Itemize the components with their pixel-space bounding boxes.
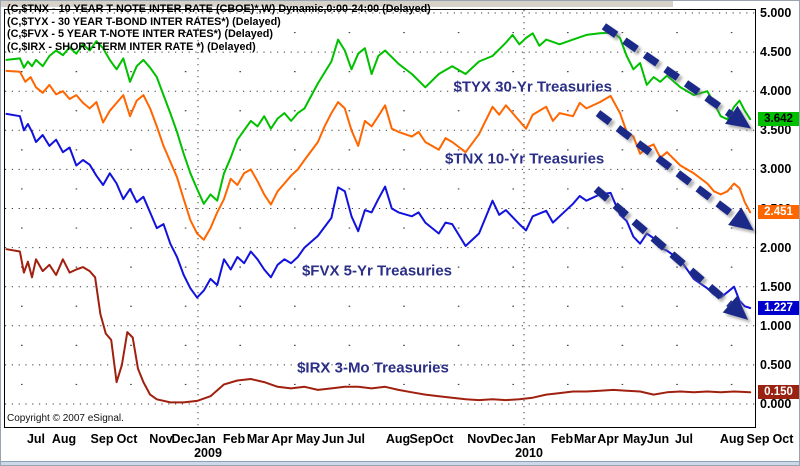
x-axis-month-label: Mar	[246, 432, 270, 446]
x-axis-month-label: Dec	[490, 432, 514, 446]
y-axis-label: 3.500	[760, 123, 792, 138]
legend-line-irx: (C,$IRX - SHORT-TERM INTER RATE *) (Dela…	[7, 40, 256, 53]
series-label-irx: $IRX 3-Mo Treasuries	[297, 359, 449, 377]
series-line-tnx	[5, 69, 752, 241]
series-line-irx	[5, 248, 752, 404]
legend-line-fvx: (C,$FVX - 5 YEAR T-NOTE INTER RATES*) (D…	[7, 28, 273, 41]
x-axis-month-label: Feb	[222, 432, 246, 446]
last-price-badge: 2.451	[758, 205, 799, 220]
copyright-text: Copyright © 2007 eSignal.	[7, 413, 124, 424]
y-axis-label: 2.000	[760, 240, 792, 255]
x-axis-month-label: Sep	[409, 432, 433, 446]
x-axis-month-label: Jul	[26, 432, 46, 446]
x-axis-month-label: Nov	[467, 432, 491, 446]
y-axis-label: 0.000	[760, 397, 792, 411]
x-axis-month-label: Sep	[90, 432, 114, 446]
x-axis-year-label: 2009	[194, 446, 222, 460]
x-axis-month-label: Apr	[597, 432, 619, 446]
y-axis-label: 4.500	[760, 45, 792, 60]
x-axis-month-label: Jun	[646, 432, 670, 446]
plot-border	[4, 9, 756, 428]
x-axis-month-label: Jan	[194, 432, 216, 446]
legend-line-tnx: (C,$TNX - 10 YEAR T-NOTE INTER RATE (CBO…	[7, 3, 431, 15]
x-axis-month-label: Aug	[719, 432, 745, 446]
y-axis-label: 1.000	[760, 318, 792, 333]
x-axis-month-label: Oct	[432, 432, 454, 446]
x-axis-month-label: May	[295, 432, 321, 446]
y-axis-label: 1.500	[760, 279, 792, 294]
x-axis-month-label: Feb	[550, 432, 574, 446]
legend-line-tyx: (C,$TYX - 30 YEAR T-BOND INTER RATES*) (…	[7, 15, 281, 28]
y-axis-label: 0.500	[760, 357, 792, 372]
x-axis-month-label: Nov	[149, 432, 173, 446]
y-axis-label: 3.000	[760, 162, 792, 177]
x-axis-month-label: Jul	[346, 432, 366, 446]
last-price-badge: 0.150	[758, 385, 799, 400]
trend-arrow	[601, 23, 752, 129]
x-axis-month-label: Apr	[271, 432, 293, 446]
last-price-badge: 1.227	[758, 301, 799, 316]
series-label-tnx: $TNX 10-Yr Treasuries	[445, 150, 605, 168]
last-price-badge: 3.642	[758, 112, 799, 127]
series-label-tyx: $TYX 30-Yr Treasuries	[453, 78, 612, 95]
series-label-fvx: $FVX 5-Yr Treasuries	[301, 262, 453, 280]
window-bottom-strip	[1, 461, 799, 465]
x-axis-month-label: Jan	[514, 432, 536, 446]
y-axis-label: 4.000	[760, 84, 792, 99]
x-axis-month-label: Jun	[321, 432, 345, 446]
x-axis-month-label: Aug	[51, 432, 77, 446]
x-axis-year-label: 2010	[515, 446, 543, 460]
x-axis-month-label: Mar	[573, 432, 597, 446]
x-axis-month-label: May	[622, 432, 648, 446]
legend-block: (C,$TNX - 10 YEAR T-NOTE INTER RATE (CBO…	[7, 3, 431, 53]
x-axis-month-label: Sep	[746, 432, 770, 446]
series-line-tyx	[5, 31, 752, 205]
x-axis-month-label: Oct	[116, 432, 138, 446]
window-top-strip	[1, 1, 673, 7]
x-axis-month-label: Oct	[772, 432, 794, 446]
trend-arrow	[593, 186, 749, 320]
x-axis-month-label: Dec	[171, 432, 195, 446]
y-axis-label: 5.000	[760, 6, 792, 20]
trend-arrow	[595, 110, 754, 231]
x-axis-month-label: Aug	[385, 432, 411, 446]
x-axis-month-label: Jul	[674, 432, 694, 446]
